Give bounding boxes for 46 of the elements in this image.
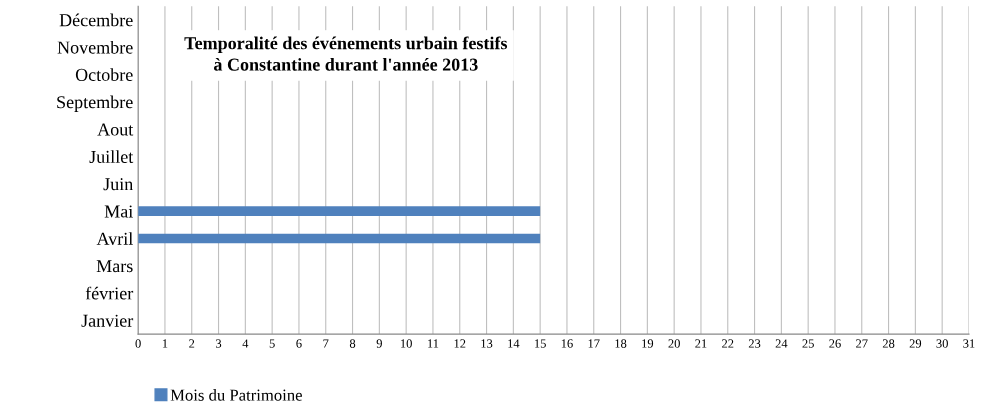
x-tick-label: 25 <box>802 339 814 348</box>
x-tick-label: 12 <box>454 339 466 348</box>
x-tick-label: 0 <box>135 339 141 348</box>
x-tick-label: 6 <box>296 339 302 348</box>
y-tick-label: Novembre <box>57 40 133 54</box>
x-tick-label: 17 <box>588 339 600 348</box>
x-tick-label: 22 <box>722 339 734 348</box>
x-tick-label: 20 <box>668 339 680 348</box>
x-tick-label: 29 <box>909 339 922 348</box>
x-tick-label: 24 <box>775 339 788 348</box>
x-tick-label: 13 <box>481 339 493 348</box>
x-tick-label: 5 <box>269 339 275 348</box>
text: Temporalité des événements urbain festifs à Constantine durant l'année 2013 <box>184 36 508 71</box>
y-tick-label: Mai <box>104 205 133 218</box>
x-tick-label: 28 <box>882 339 895 348</box>
x-tick-label: 10 <box>401 339 412 348</box>
y-tick-label: Avril <box>96 232 133 245</box>
y-tick-label: Mars <box>96 260 133 273</box>
y-tick-label: Décembre <box>59 13 133 27</box>
x-tick-label: 26 <box>829 339 841 348</box>
x-tick-label: 8 <box>349 339 356 348</box>
x-tick-label: 30 <box>936 339 948 348</box>
y-tick-label: Octobre <box>75 68 133 81</box>
x-tick-label: 3 <box>216 339 222 348</box>
x-tick-label: 31 <box>963 339 975 348</box>
x-tick-label: 16 <box>561 339 573 348</box>
x-tick-label: 19 <box>642 339 654 348</box>
y-tick-label: Aout <box>97 123 134 136</box>
x-tick-label: 14 <box>508 339 520 348</box>
x-tick-label: 2 <box>189 339 195 348</box>
x-tick-label: 18 <box>615 339 627 348</box>
x-tick-label: 27 <box>856 339 868 348</box>
x-tick-label: 21 <box>695 339 707 348</box>
x-tick-label: 23 <box>748 339 761 348</box>
x-tick-label: 4 <box>242 339 249 348</box>
x-tick-label: 11 <box>428 339 439 348</box>
y-tick-label: février <box>85 286 134 300</box>
legend-label: Mois du Patrimoine <box>170 389 302 401</box>
y-tick-label: Juillet <box>89 150 134 163</box>
x-tick-label: 7 <box>323 339 329 348</box>
y-tick-label: Septembre <box>57 95 133 112</box>
x-tick-label: 9 <box>376 339 382 348</box>
y-tick-label: Juin <box>103 178 133 191</box>
x-tick-label: 1 <box>162 339 168 348</box>
x-tick-label: 15 <box>535 339 546 348</box>
y-tick-label: Janvier <box>81 314 134 327</box>
